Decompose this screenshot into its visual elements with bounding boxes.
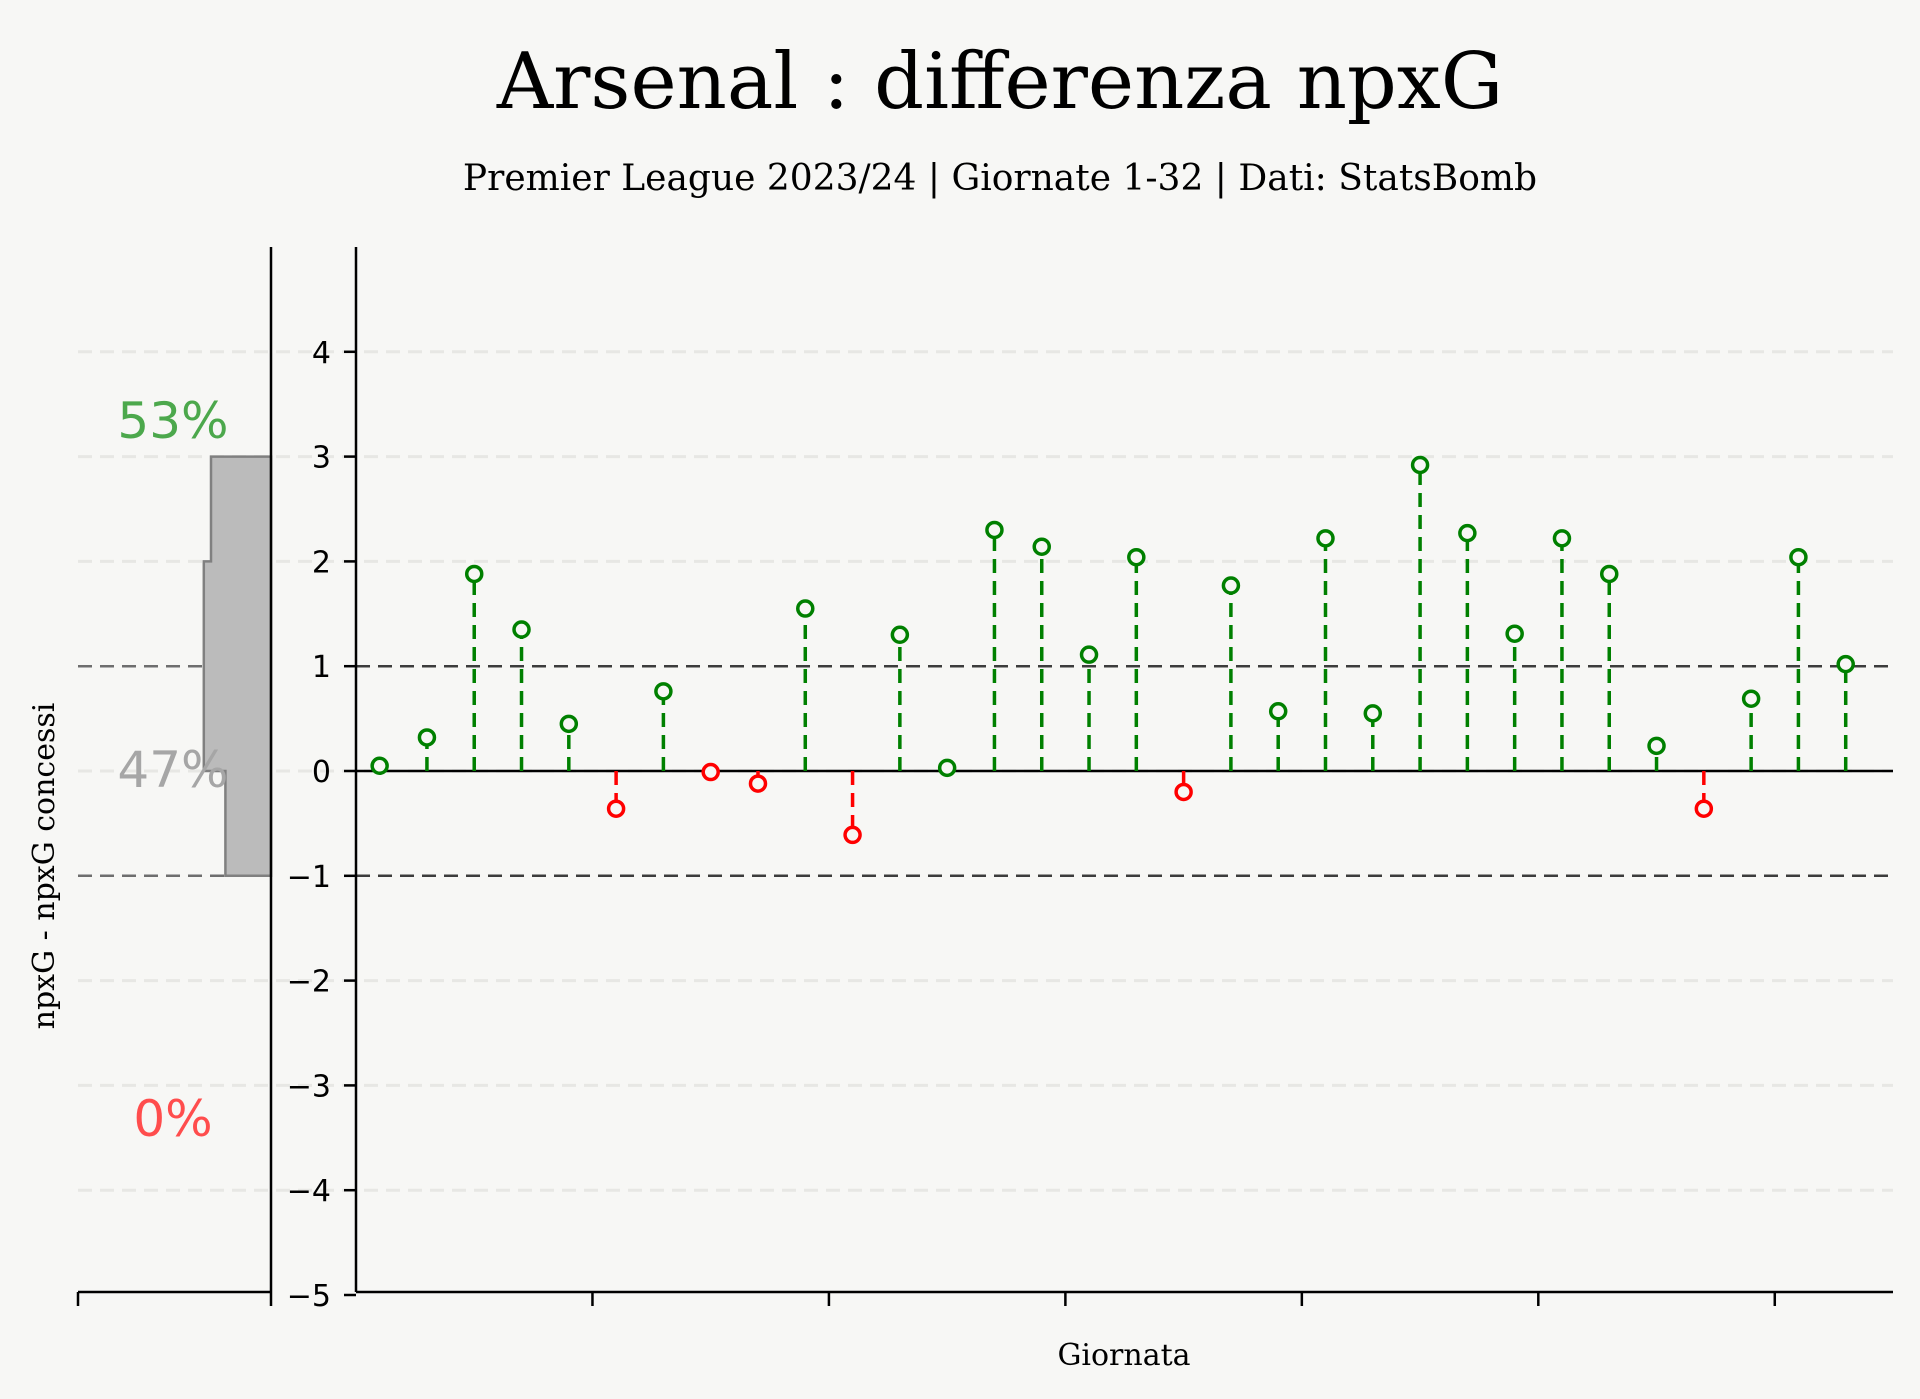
- stem-marker: [1174, 782, 1193, 802]
- stem-marker: [1741, 689, 1761, 708]
- stem-marker: [606, 799, 626, 818]
- stem-marker: [512, 620, 531, 639]
- stem-marker: [1836, 654, 1855, 674]
- y-tick-label: −5: [287, 1279, 331, 1314]
- y-tick-label: 3: [312, 441, 331, 476]
- stem-marker: [1552, 529, 1572, 548]
- stem-marker: [1127, 547, 1146, 567]
- y-tick-label: −1: [287, 860, 331, 895]
- y-tick-label: −2: [287, 965, 331, 1000]
- stem-marker: [1647, 736, 1666, 756]
- stem-marker: [1363, 704, 1383, 723]
- y-tick-label: 4: [312, 336, 331, 371]
- stem-marker: [1079, 645, 1099, 664]
- y-tick-label: 0: [312, 755, 331, 790]
- stem-marker: [370, 756, 389, 776]
- stem-marker: [1410, 455, 1430, 475]
- y-axis-label: npxG - npxG concessi: [27, 703, 62, 1030]
- histogram-step: [202, 455, 273, 878]
- stem-marker: [985, 520, 1004, 540]
- stem-marker: [796, 599, 815, 618]
- stem-marker: [464, 564, 484, 584]
- axes: [76, 247, 1893, 1306]
- chart-title: Arsenal : differenza npxG: [496, 37, 1503, 127]
- stem-marker: [1458, 523, 1477, 543]
- stem-marker: [654, 682, 673, 701]
- y-ticks: 4 3 2 1 0 −1 −2 −3 −4 −5: [287, 336, 356, 1314]
- y-tick-label: 2: [312, 545, 331, 580]
- stem-marker: [890, 625, 910, 645]
- stem-marker: [1694, 799, 1714, 818]
- stem-marker: [1268, 702, 1288, 721]
- share-middle-label: 47%: [117, 741, 228, 799]
- stem-marker: [748, 774, 768, 793]
- stem-marker: [559, 714, 579, 734]
- stem-marker: [937, 758, 957, 778]
- stem-marker: [701, 762, 720, 782]
- stem-marker: [1505, 624, 1524, 643]
- stem-marker: [843, 825, 862, 845]
- share-below-label: 0%: [133, 1090, 212, 1148]
- stem-marker: [1316, 529, 1335, 548]
- distribution-histogram: [202, 455, 273, 878]
- stem-marker: [1221, 576, 1241, 595]
- y-tick-label: −4: [287, 1174, 331, 1209]
- y-tick-label: −3: [287, 1069, 331, 1104]
- stem-marker: [1032, 537, 1051, 556]
- chart-subtitle: Premier League 2023/24 | Giornate 1-32 |…: [463, 158, 1537, 199]
- x-axis-label: Giornata: [1057, 1338, 1190, 1373]
- stem-marker: [417, 728, 437, 747]
- stem-marker: [1789, 547, 1808, 567]
- stem-marker: [1599, 564, 1619, 584]
- share-above-label: 53%: [117, 392, 228, 450]
- stem-series: [370, 455, 1855, 845]
- y-tick-label: 1: [312, 650, 331, 685]
